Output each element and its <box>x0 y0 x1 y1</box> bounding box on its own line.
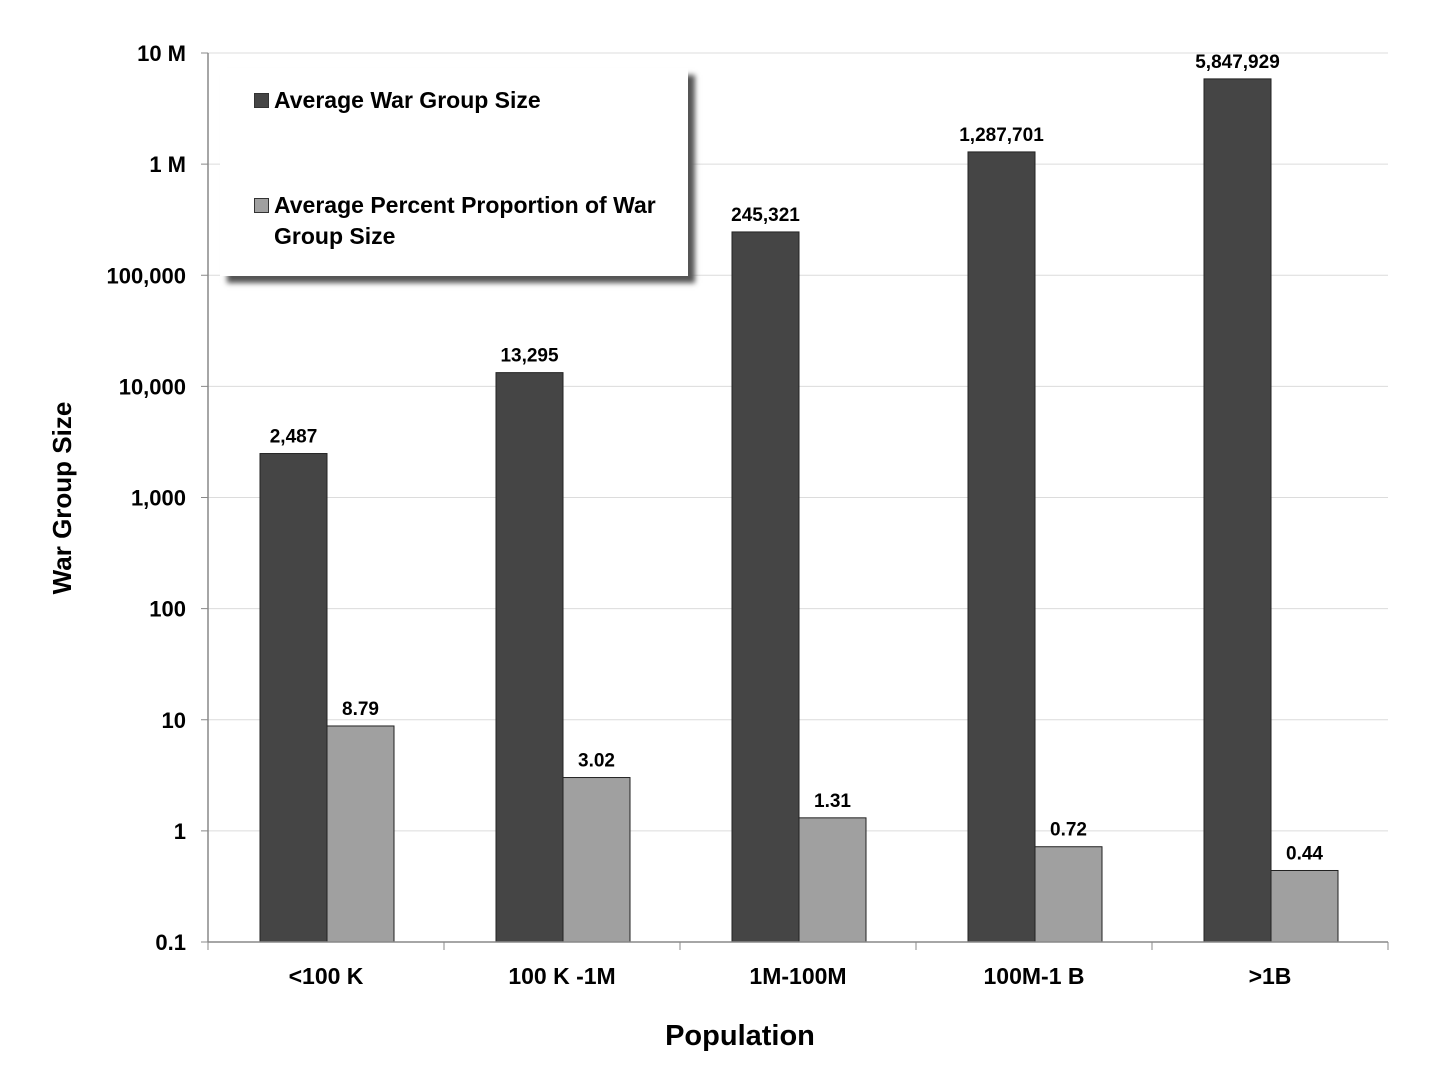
bar-percent-proportion <box>798 817 867 943</box>
x-tick-label: 100M-1 B <box>984 963 1085 989</box>
legend-swatch-light <box>254 198 269 213</box>
y-tick-label: 10 <box>162 708 186 733</box>
x-tick-label: 100 K -1M <box>508 963 615 989</box>
y-tick-label: 1 M <box>149 152 186 177</box>
y-tick-label: 100 <box>149 597 186 622</box>
y-tick-label: 10,000 <box>119 374 186 399</box>
y-axis-title: War Group Size <box>47 402 77 595</box>
bar-war-group-size <box>731 231 800 943</box>
x-tick-label: <100 K <box>289 963 364 989</box>
legend-swatch-dark <box>254 93 269 108</box>
bar-percent-proportion <box>1270 869 1339 943</box>
bar-war-group-size <box>495 372 564 943</box>
x-tick-label: 1M-100M <box>749 963 846 989</box>
bar-war-group-size <box>967 151 1036 943</box>
data-label: 245,321 <box>731 205 800 226</box>
data-label: 13,295 <box>500 346 559 367</box>
bar-war-group-size <box>1203 78 1272 943</box>
bar-percent-proportion <box>1034 846 1103 943</box>
y-tick-label: 1 <box>174 819 186 844</box>
x-axis-title: Population <box>665 1020 815 1052</box>
data-label: 1,287,701 <box>959 125 1044 146</box>
y-tick-label: 1,000 <box>131 486 186 511</box>
y-tick-label: 10 M <box>137 41 186 66</box>
data-label: 3.02 <box>578 751 615 772</box>
data-label: 8.79 <box>342 699 379 720</box>
data-label: 5,847,929 <box>1195 52 1280 73</box>
y-tick-label: 0.1 <box>155 930 186 955</box>
data-label: 0.72 <box>1050 820 1087 841</box>
legend-label: Average Percent Proportion of War Group … <box>274 192 656 249</box>
bar-war-group-size <box>259 453 328 943</box>
legend: Average War Group Size Average Percent P… <box>220 68 688 276</box>
data-label: 1.31 <box>814 791 851 812</box>
legend-item-percent-proportion: Average Percent Proportion of War Group … <box>254 190 674 252</box>
data-label: 0.44 <box>1286 843 1323 864</box>
bar-percent-proportion <box>326 725 395 943</box>
x-tick-label: >1B <box>1249 963 1292 989</box>
data-label: 2,487 <box>270 427 318 448</box>
bar-percent-proportion <box>562 777 631 943</box>
legend-item-war-group-size: Average War Group Size <box>254 85 541 116</box>
legend-label: Average War Group Size <box>274 87 541 113</box>
y-tick-label: 100,000 <box>106 263 186 288</box>
